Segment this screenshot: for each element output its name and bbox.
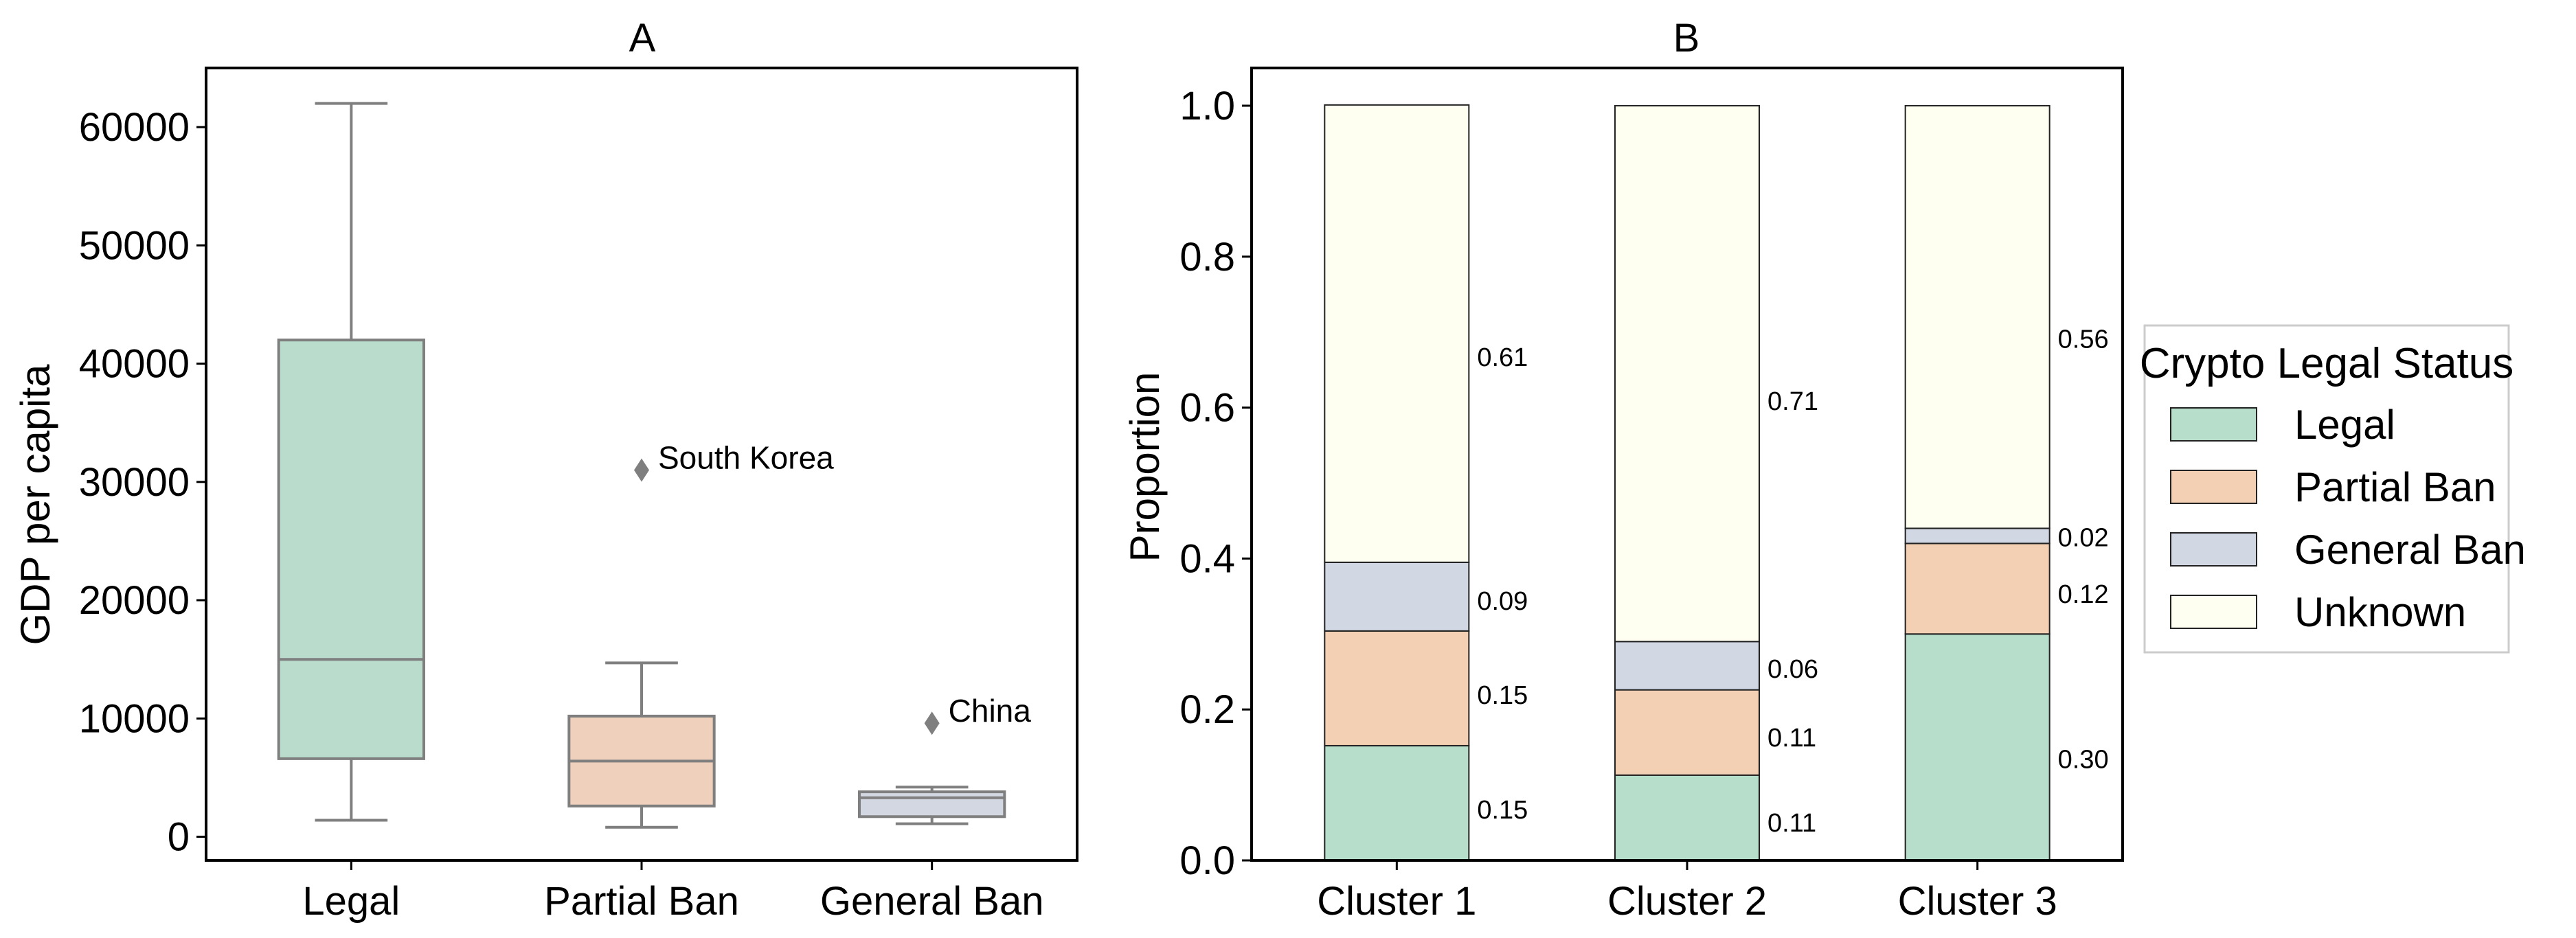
bar-segment-general-ban-cluster-2: [1614, 641, 1760, 691]
outlier-label-south-korea: South Korea: [658, 440, 834, 476]
panel-b-ytick-label: 0.6: [1179, 386, 1235, 431]
panel-a-frame: [205, 67, 1078, 862]
bar-segment-unknown-cluster-3: [1904, 104, 2050, 529]
panel-a-xtick-label-legal: Legal: [302, 879, 400, 924]
outlier-label-china: China: [949, 693, 1032, 729]
segment-label-partial-ban-cluster-2: 0.11: [1767, 724, 1816, 753]
panel-a-xtick-label-partial-ban: Partial Ban: [544, 879, 739, 924]
legend-swatch-partial-ban: [2170, 470, 2257, 504]
legend-swatch-unknown: [2170, 595, 2257, 629]
panel-b-ytick-label: 0.4: [1179, 536, 1235, 581]
panel-b-stacked-bar: B Proportion 0.0 0.2 0.4 0.6 0.8 1.0 Cluster 1…: [1122, 16, 2124, 924]
legend-label-legal: Legal: [2294, 402, 2395, 448]
segment-label-unknown-cluster-2: 0.71: [1767, 387, 1818, 416]
bar-segment-legal-cluster-2: [1614, 774, 1760, 861]
panel-b-title: B: [1673, 16, 1700, 60]
segment-label-legal-cluster-2: 0.11: [1767, 809, 1816, 838]
bar-segment-unknown-cluster-2: [1614, 104, 1760, 643]
legend-swatch-general-ban: [2170, 532, 2257, 567]
bar-segment-partial-ban-cluster-2: [1614, 689, 1760, 776]
legend-label-general-ban: General Ban: [2294, 527, 2526, 573]
bar-segment-unknown-cluster-1: [1324, 104, 1470, 563]
panel-a-ytick-label: 50000: [79, 223, 190, 268]
panel-b-ylabel: Proportion: [1122, 372, 1168, 562]
bar-segment-legal-cluster-1: [1324, 744, 1470, 861]
legend-title: Crypto Legal Status: [2140, 340, 2514, 387]
panel-b-xtick-label-cluster-3: Cluster 3: [1898, 879, 2057, 924]
panel-b-xtick-label-cluster-2: Cluster 2: [1607, 879, 1767, 924]
box-general-ban: [858, 790, 1006, 819]
panel-a-ytick-label: 20000: [79, 578, 190, 623]
bar-segment-partial-ban-cluster-3: [1904, 542, 2050, 635]
panel-a-ytick-label: 10000: [79, 696, 190, 741]
segment-label-unknown-cluster-3: 0.56: [2058, 325, 2109, 354]
panel-a-marks: 0 10000 20000 30000 40000 50000 60000 Legal Part…: [79, 102, 1044, 924]
legend-swatch-legal: [2170, 407, 2257, 442]
segment-label-general-ban-cluster-3: 0.02: [2058, 524, 2109, 553]
legend-label-partial-ban: Partial Ban: [2294, 464, 2496, 510]
panel-a-ytick-label: 30000: [79, 460, 190, 505]
panel-a-ytick-label: 0: [168, 815, 190, 860]
panel-b-marks: 0.0 0.2 0.4 0.6 0.8 1.0 Cluster 1 0.15 0.15 0.09 0…: [1179, 84, 2108, 924]
legend: Crypto Legal Status Legal Partial Ban Gene…: [2140, 324, 2526, 654]
panel-a-ytick-label: 40000: [79, 342, 190, 387]
panel-a-ytick-label: 60000: [79, 105, 190, 150]
panel-b-ytick-label: 0.0: [1179, 838, 1235, 883]
panel-b-ytick-label: 0.2: [1179, 687, 1235, 732]
segment-label-legal-cluster-3: 0.30: [2058, 746, 2109, 775]
segment-label-partial-ban-cluster-3: 0.12: [2058, 580, 2109, 609]
bar-segment-general-ban-cluster-1: [1324, 561, 1470, 632]
panel-a-xtick-label-general-ban: General Ban: [820, 879, 1044, 924]
segment-label-general-ban-cluster-2: 0.06: [1767, 655, 1818, 684]
segment-label-partial-ban-cluster-1: 0.15: [1477, 681, 1528, 710]
legend-items: Legal Partial Ban General Ban Unknown: [2170, 402, 2526, 635]
segment-label-legal-cluster-1: 0.15: [1477, 796, 1528, 825]
segment-label-unknown-cluster-1: 0.61: [1477, 343, 1528, 372]
panel-b-frame: [1250, 67, 2124, 862]
panel-a-boxplot: A GDP per capita 0 10000 20000 30000 40000 50…: [12, 16, 1078, 924]
panel-a-title: A: [629, 16, 656, 60]
panel-b-xtick-label-cluster-1: Cluster 1: [1317, 879, 1476, 924]
bar-segment-partial-ban-cluster-1: [1324, 630, 1470, 746]
outlier-marker-china: [924, 711, 940, 735]
outlier-marker-south-korea: [634, 458, 649, 482]
bar-segment-legal-cluster-3: [1904, 633, 2050, 861]
panel-b-ytick-label: 1.0: [1179, 84, 1235, 128]
panel-b-ytick-label: 0.8: [1179, 235, 1235, 279]
legend-label-unknown: Unknown: [2294, 589, 2466, 635]
panel-a-ylabel: GDP per capita: [12, 364, 58, 645]
box-legal: [277, 339, 425, 760]
segment-label-general-ban-cluster-1: 0.09: [1477, 587, 1528, 616]
bar-segment-general-ban-cluster-3: [1904, 527, 2050, 545]
